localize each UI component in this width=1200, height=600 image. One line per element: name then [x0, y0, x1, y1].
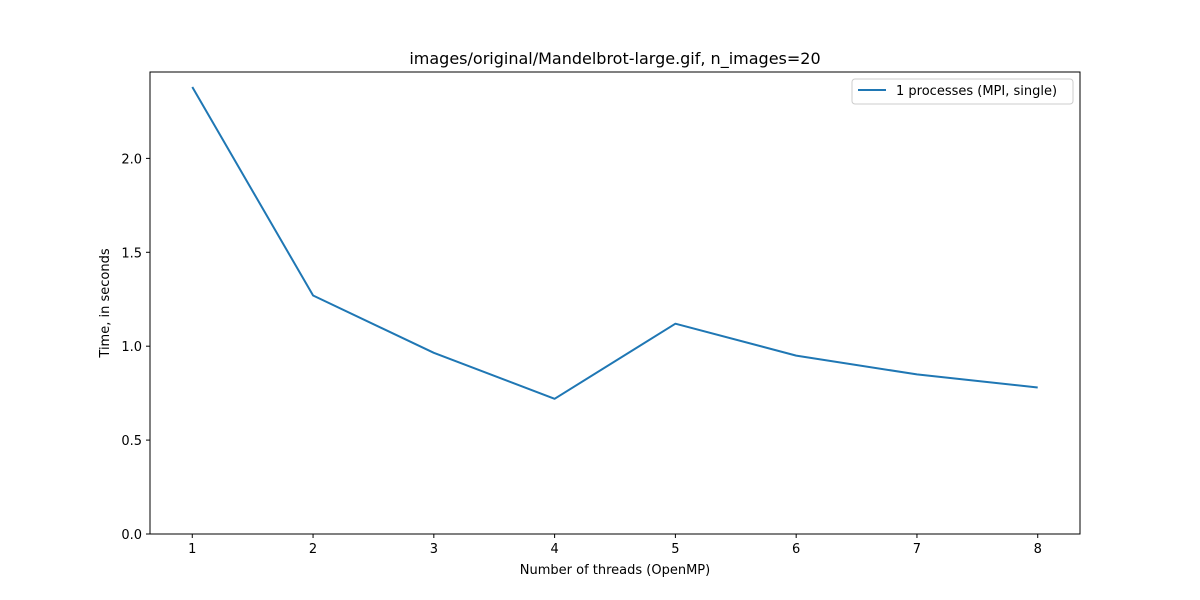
- y-axis-ticks: 0.0 0.5 1.0 1.5 2.0: [121, 152, 150, 543]
- legend-entry-label: 1 processes (MPI, single): [896, 84, 1057, 99]
- x-axis-label: Number of threads (OpenMP): [520, 563, 710, 578]
- series-layer: [191, 86, 1038, 400]
- x-tick-label: 7: [913, 542, 921, 557]
- y-axis-label: Time, in seconds: [98, 248, 113, 358]
- plot-area: [149, 71, 1081, 535]
- legend-box: [851, 78, 1074, 105]
- x-tick-label: 3: [430, 542, 438, 557]
- x-tick-label: 1: [188, 542, 196, 557]
- x-tick-label: 2: [309, 542, 317, 557]
- x-tick-label: 8: [1034, 542, 1042, 557]
- x-tick-label: 5: [671, 542, 679, 557]
- chart-title: images/original/Mandelbrot-large.gif, n_…: [409, 49, 820, 69]
- x-axis-ticks: 1 2 3 4 5 6 7 8: [188, 534, 1042, 557]
- x-tick-label: 4: [550, 542, 558, 557]
- y-tick-label: 0.0: [121, 528, 142, 543]
- y-tick-label: 1.5: [121, 246, 142, 261]
- series-line: [191, 86, 1038, 400]
- x-tick-label: 6: [792, 542, 800, 557]
- y-tick-label: 2.0: [121, 152, 142, 167]
- y-tick-label: 0.5: [121, 434, 142, 449]
- y-tick-label: 1.0: [121, 340, 142, 355]
- legend: 1 processes (MPI, single): [851, 78, 1074, 105]
